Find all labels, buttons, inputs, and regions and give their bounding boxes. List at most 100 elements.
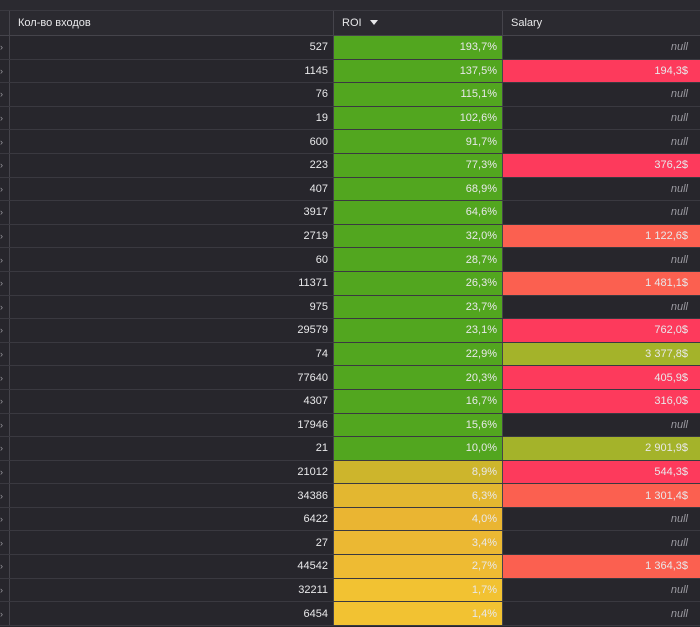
cell-roi[interactable]: 3,4% xyxy=(334,531,503,555)
cell-roi[interactable]: 68,9% xyxy=(334,177,503,201)
table-row[interactable]: › 27 3,4% null xyxy=(0,531,700,556)
cell-salary[interactable]: null xyxy=(670,536,688,549)
cell-salary[interactable]: null xyxy=(670,112,688,125)
cell-count[interactable]: 11371 xyxy=(10,271,334,295)
table-row[interactable]: › 407 68,9% null xyxy=(0,177,700,202)
table-row[interactable]: › 32211 1,7% null xyxy=(0,578,700,603)
table-row[interactable]: › 34386 6,3% 1 301,4$ xyxy=(0,484,700,508)
cell-count[interactable]: 6422 xyxy=(10,507,334,531)
cell-roi[interactable]: 193,7% xyxy=(334,36,503,59)
cell-count[interactable]: 27 xyxy=(10,531,334,555)
table-row[interactable]: › 975 23,7% null xyxy=(0,295,700,320)
cell-salary[interactable]: 1 481,1$ xyxy=(503,271,700,295)
cell-roi[interactable]: 32,0% xyxy=(334,224,503,248)
cell-count[interactable]: 975 xyxy=(10,295,334,319)
cell-count[interactable]: 2719 xyxy=(10,224,334,248)
table-row[interactable]: › 1145 137,5% 194,3$ xyxy=(0,59,700,84)
cell-roi[interactable]: 26,3% xyxy=(334,271,503,295)
cell-roi[interactable]: 23,1% xyxy=(334,319,503,342)
cell-salary[interactable]: 2 901,9$ xyxy=(503,437,700,460)
cell-count[interactable]: 527 xyxy=(10,36,334,59)
cell-salary[interactable]: 544,3$ xyxy=(503,460,700,484)
cell-salary[interactable]: null xyxy=(670,607,688,620)
table-row[interactable]: › 77640 20,3% 405,9$ xyxy=(0,366,700,390)
cell-salary[interactable]: 405,9$ xyxy=(503,366,700,389)
cell-count[interactable]: 600 xyxy=(10,130,334,153)
table-row[interactable]: › 74 22,9% 3 377,8$ xyxy=(0,342,700,367)
cell-salary[interactable]: null xyxy=(670,182,688,195)
cell-salary[interactable]: null xyxy=(670,513,688,526)
table-row[interactable]: › 6454 1,4% null xyxy=(0,602,700,626)
cell-roi[interactable]: 22,9% xyxy=(334,342,503,366)
cell-count[interactable]: 32211 xyxy=(10,578,334,602)
cell-count[interactable]: 60 xyxy=(10,248,334,271)
cell-count[interactable]: 19 xyxy=(10,106,334,130)
cell-count[interactable]: 3917 xyxy=(10,201,334,224)
cell-salary[interactable]: null xyxy=(670,88,688,101)
cell-count[interactable]: 76 xyxy=(10,83,334,106)
cell-roi[interactable]: 1,7% xyxy=(334,578,503,602)
cell-roi[interactable]: 77,3% xyxy=(334,153,503,177)
cell-salary[interactable]: 376,2$ xyxy=(503,153,700,177)
cell-roi[interactable]: 91,7% xyxy=(334,130,503,153)
table-row[interactable]: › 17946 15,6% null xyxy=(0,413,700,438)
column-header-count[interactable]: Кол-во входов xyxy=(10,11,334,35)
table-row[interactable]: › 76 115,1% null xyxy=(0,83,700,107)
table-row[interactable]: › 19 102,6% null xyxy=(0,106,700,131)
cell-roi[interactable]: 23,7% xyxy=(334,295,503,319)
cell-count[interactable]: 4307 xyxy=(10,389,334,413)
cell-count[interactable]: 44542 xyxy=(10,555,334,578)
cell-roi[interactable]: 28,7% xyxy=(334,248,503,271)
cell-salary[interactable]: null xyxy=(670,583,688,596)
table-row[interactable]: › 21 10,0% 2 901,9$ xyxy=(0,437,700,461)
cell-count[interactable]: 74 xyxy=(10,342,334,366)
cell-roi[interactable]: 8,9% xyxy=(334,460,503,484)
cell-roi[interactable]: 20,3% xyxy=(334,366,503,389)
cell-roi[interactable]: 6,3% xyxy=(334,484,503,507)
cell-salary[interactable]: 194,3$ xyxy=(503,59,700,83)
cell-count[interactable]: 407 xyxy=(10,177,334,201)
column-header-roi[interactable]: ROI xyxy=(334,11,503,35)
cell-count[interactable]: 21012 xyxy=(10,460,334,484)
cell-count[interactable]: 21 xyxy=(10,437,334,460)
cell-roi[interactable]: 1,4% xyxy=(334,602,503,625)
cell-salary[interactable]: 1 301,4$ xyxy=(503,484,700,507)
table-row[interactable]: › 44542 2,7% 1 364,3$ xyxy=(0,555,700,579)
column-header-salary[interactable]: Salary xyxy=(503,11,700,35)
table-row[interactable]: › 11371 26,3% 1 481,1$ xyxy=(0,271,700,296)
cell-roi[interactable]: 102,6% xyxy=(334,106,503,130)
cell-roi[interactable]: 2,7% xyxy=(334,555,503,578)
cell-salary[interactable]: 3 377,8$ xyxy=(503,342,700,366)
table-row[interactable]: › 223 77,3% 376,2$ xyxy=(0,153,700,178)
cell-salary[interactable]: 1 364,3$ xyxy=(503,555,700,578)
table-row[interactable]: › 3917 64,6% null xyxy=(0,201,700,225)
cell-salary[interactable]: null xyxy=(670,41,688,54)
table-row[interactable]: › 600 91,7% null xyxy=(0,130,700,154)
table-row[interactable]: › 4307 16,7% 316,0$ xyxy=(0,389,700,414)
cell-count[interactable]: 223 xyxy=(10,153,334,177)
cell-salary[interactable]: 1 122,6$ xyxy=(503,224,700,248)
cell-roi[interactable]: 115,1% xyxy=(334,83,503,106)
cell-count[interactable]: 34386 xyxy=(10,484,334,507)
sort-desc-icon[interactable] xyxy=(369,19,378,25)
table-row[interactable]: › 6422 4,0% null xyxy=(0,507,700,532)
cell-salary[interactable]: 316,0$ xyxy=(503,389,700,413)
cell-roi[interactable]: 16,7% xyxy=(334,389,503,413)
cell-roi[interactable]: 15,6% xyxy=(334,413,503,437)
table-row[interactable]: › 60 28,7% null xyxy=(0,248,700,272)
cell-salary[interactable]: null xyxy=(670,206,688,219)
table-row[interactable]: › 21012 8,9% 544,3$ xyxy=(0,460,700,485)
cell-roi[interactable]: 137,5% xyxy=(334,59,503,83)
cell-count[interactable]: 29579 xyxy=(10,319,334,342)
cell-salary[interactable]: null xyxy=(670,418,688,431)
cell-count[interactable]: 1145 xyxy=(10,59,334,83)
cell-count[interactable]: 6454 xyxy=(10,602,334,625)
cell-roi[interactable]: 10,0% xyxy=(334,437,503,460)
cell-salary[interactable]: null xyxy=(670,253,688,266)
table-row[interactable]: › 2719 32,0% 1 122,6$ xyxy=(0,224,700,249)
cell-count[interactable]: 77640 xyxy=(10,366,334,389)
table-row[interactable]: › 527 193,7% null xyxy=(0,36,700,60)
cell-salary[interactable]: null xyxy=(670,300,688,313)
cell-salary[interactable]: 762,0$ xyxy=(503,319,700,342)
cell-count[interactable]: 17946 xyxy=(10,413,334,437)
